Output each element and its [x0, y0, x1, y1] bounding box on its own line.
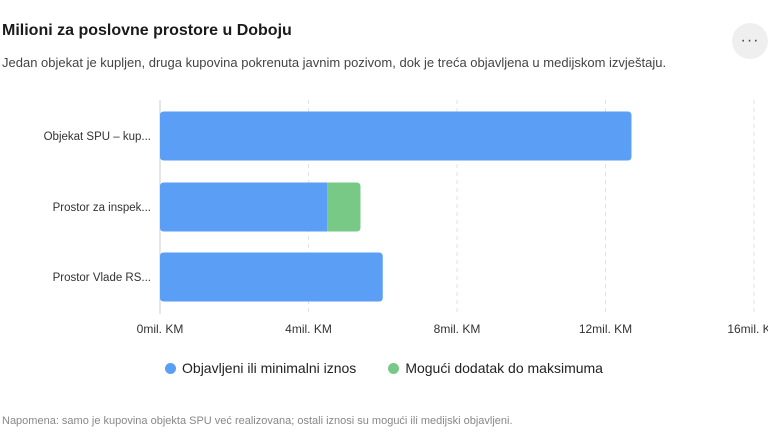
x-tick-label: 0mil. KM — [137, 322, 184, 336]
legend-item-series-1[interactable]: Mogući dodatak do maksimuma — [388, 360, 603, 376]
legend-label: Objavljeni ili minimalni iznos — [182, 360, 357, 376]
chart-subtitle: Jedan objekat je kupljen, druga kupovina… — [2, 55, 667, 70]
x-tick-label: 16mil. KM — [727, 322, 768, 336]
category-label: Prostor Vlade RS... — [53, 272, 151, 284]
bar-segment — [160, 182, 328, 232]
legend-swatch-icon — [388, 362, 400, 374]
footnote: Napomena: samo je kupovina objekta SPU v… — [2, 415, 513, 427]
category-label: Objekat SPU – kup... — [44, 131, 151, 143]
x-tick-label: 12mil. KM — [579, 322, 632, 336]
bar-segment — [160, 252, 383, 302]
ellipsis-icon: ··· — [740, 32, 760, 49]
bar-segment — [327, 182, 361, 232]
category-label: Prostor za inspek... — [53, 202, 151, 214]
bar-chart: Objekat SPU – kup... Prostor za inspek...… — [44, 100, 768, 336]
x-tick-label: 8mil. KM — [434, 322, 481, 336]
bar-segment — [160, 111, 632, 161]
legend-label: Mogući dodatak do maksimuma — [405, 360, 603, 376]
x-tick-label: 4mil. KM — [285, 322, 332, 336]
chart-legend: Objavljeni ili minimalni iznos Mogući do… — [0, 360, 768, 376]
more-options-button[interactable]: ··· — [732, 23, 768, 59]
chart-title: Milioni za poslovne prostore u Doboju — [2, 22, 292, 39]
legend-swatch-icon — [165, 362, 177, 374]
legend-item-series-0[interactable]: Objavljeni ili minimalni iznos — [165, 360, 356, 376]
